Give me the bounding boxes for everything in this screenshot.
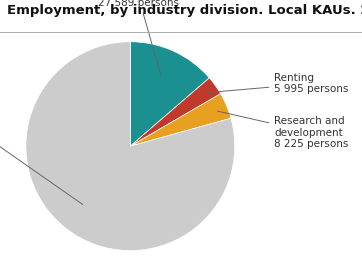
Wedge shape — [26, 42, 235, 251]
Text: Other business activities
160 226 persons: Other business activities 160 226 person… — [0, 81, 83, 204]
Wedge shape — [130, 78, 220, 146]
Wedge shape — [130, 42, 209, 146]
Wedge shape — [130, 94, 231, 146]
Text: Employment, by industry division. Local KAUs. 2005: Employment, by industry division. Local … — [7, 4, 362, 17]
Text: Real estate activities
27 589 persons: Real estate activities 27 589 persons — [84, 0, 193, 75]
Text: Research and
development
8 225 persons: Research and development 8 225 persons — [218, 111, 349, 149]
Text: Renting
5 995 persons: Renting 5 995 persons — [208, 73, 349, 94]
